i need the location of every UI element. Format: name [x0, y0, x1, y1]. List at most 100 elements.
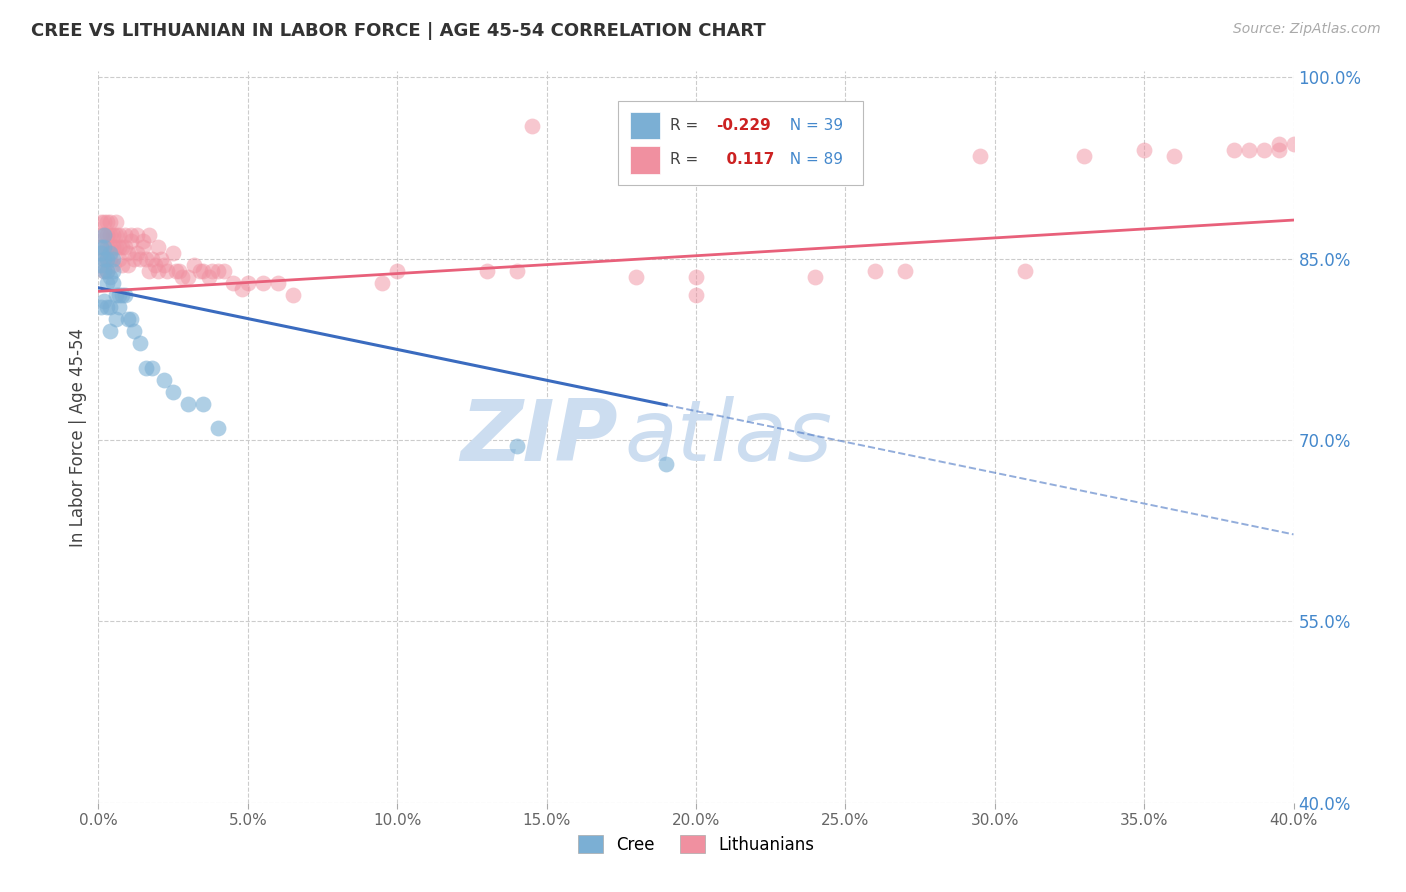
Point: [105, 240, 128, 254]
Point: [108, 240, 131, 254]
Point: [90, 300, 112, 314]
Point: [103, 276, 125, 290]
Point: [129, 252, 152, 266]
Point: [96, 215, 118, 229]
Point: [207, 264, 229, 278]
Point: [475, 264, 498, 278]
Point: [141, 360, 163, 375]
Bar: [630, 112, 661, 139]
Point: [1223, 143, 1246, 157]
Point: [120, 234, 142, 248]
Point: [191, 264, 214, 278]
Point: [111, 288, 134, 302]
Point: [93, 215, 115, 229]
Point: [90, 240, 112, 254]
Point: [1253, 143, 1275, 157]
Point: [1014, 264, 1036, 278]
Point: [141, 252, 163, 266]
Point: [114, 240, 136, 254]
Text: R =: R =: [669, 153, 703, 168]
Point: [969, 149, 991, 163]
Point: [127, 245, 149, 260]
Text: 0.117: 0.117: [716, 153, 775, 168]
Point: [93, 264, 115, 278]
Point: [117, 258, 139, 272]
Point: [114, 288, 136, 302]
Point: [103, 252, 125, 266]
Point: [804, 269, 827, 284]
Point: [177, 397, 200, 411]
Point: [198, 269, 221, 284]
Point: [1163, 149, 1185, 163]
Point: [655, 457, 678, 471]
Point: [96, 264, 118, 278]
Point: [132, 240, 155, 254]
Point: [267, 276, 290, 290]
Point: [103, 240, 125, 254]
Point: [103, 258, 125, 272]
Point: [93, 294, 115, 309]
Point: [98, 245, 122, 260]
Point: [93, 227, 115, 242]
Point: [90, 245, 112, 260]
Point: [143, 258, 166, 272]
Point: [156, 264, 179, 278]
Point: [93, 240, 115, 254]
Point: [105, 215, 128, 229]
Point: [153, 258, 176, 272]
Point: [222, 276, 245, 290]
Point: [124, 252, 146, 266]
Point: [865, 264, 887, 278]
Point: [108, 288, 131, 302]
Point: [172, 269, 194, 284]
Point: [132, 234, 155, 248]
Point: [162, 384, 184, 399]
Point: [148, 240, 170, 254]
Point: [124, 324, 146, 338]
Y-axis label: In Labor Force | Age 45-54: In Labor Force | Age 45-54: [69, 327, 87, 547]
Text: atlas: atlas: [624, 395, 832, 479]
Point: [167, 264, 190, 278]
Point: [1237, 143, 1260, 157]
Point: [207, 421, 229, 435]
Point: [162, 245, 184, 260]
Point: [105, 312, 128, 326]
Point: [1133, 143, 1156, 157]
Point: [1073, 149, 1095, 163]
Point: [108, 227, 131, 242]
Point: [506, 264, 529, 278]
Point: [685, 288, 707, 302]
Point: [114, 227, 136, 242]
Point: [129, 336, 152, 351]
Point: [894, 264, 917, 278]
Point: [96, 264, 118, 278]
Point: [111, 258, 134, 272]
Text: Source: ZipAtlas.com: Source: ZipAtlas.com: [1233, 22, 1381, 37]
Point: [105, 288, 128, 302]
Point: [98, 324, 122, 338]
Point: [150, 252, 173, 266]
Point: [117, 312, 139, 326]
Point: [93, 252, 115, 266]
Text: R =: R =: [669, 118, 703, 133]
Point: [96, 276, 118, 290]
Point: [108, 252, 131, 266]
Point: [127, 227, 149, 242]
Point: [212, 264, 235, 278]
Point: [506, 439, 529, 453]
Point: [103, 227, 125, 242]
Point: [98, 300, 122, 314]
Point: [231, 282, 253, 296]
Point: [165, 264, 187, 278]
Point: [93, 252, 115, 266]
Text: N = 89: N = 89: [780, 153, 842, 168]
Point: [96, 300, 118, 314]
Point: [103, 264, 125, 278]
Text: CREE VS LITHUANIAN IN LABOR FORCE | AGE 45-54 CORRELATION CHART: CREE VS LITHUANIAN IN LABOR FORCE | AGE …: [31, 22, 766, 40]
Text: N = 39: N = 39: [780, 118, 842, 133]
Point: [148, 264, 170, 278]
Point: [1282, 136, 1305, 151]
Point: [120, 227, 142, 242]
Point: [191, 397, 214, 411]
Point: [236, 276, 259, 290]
